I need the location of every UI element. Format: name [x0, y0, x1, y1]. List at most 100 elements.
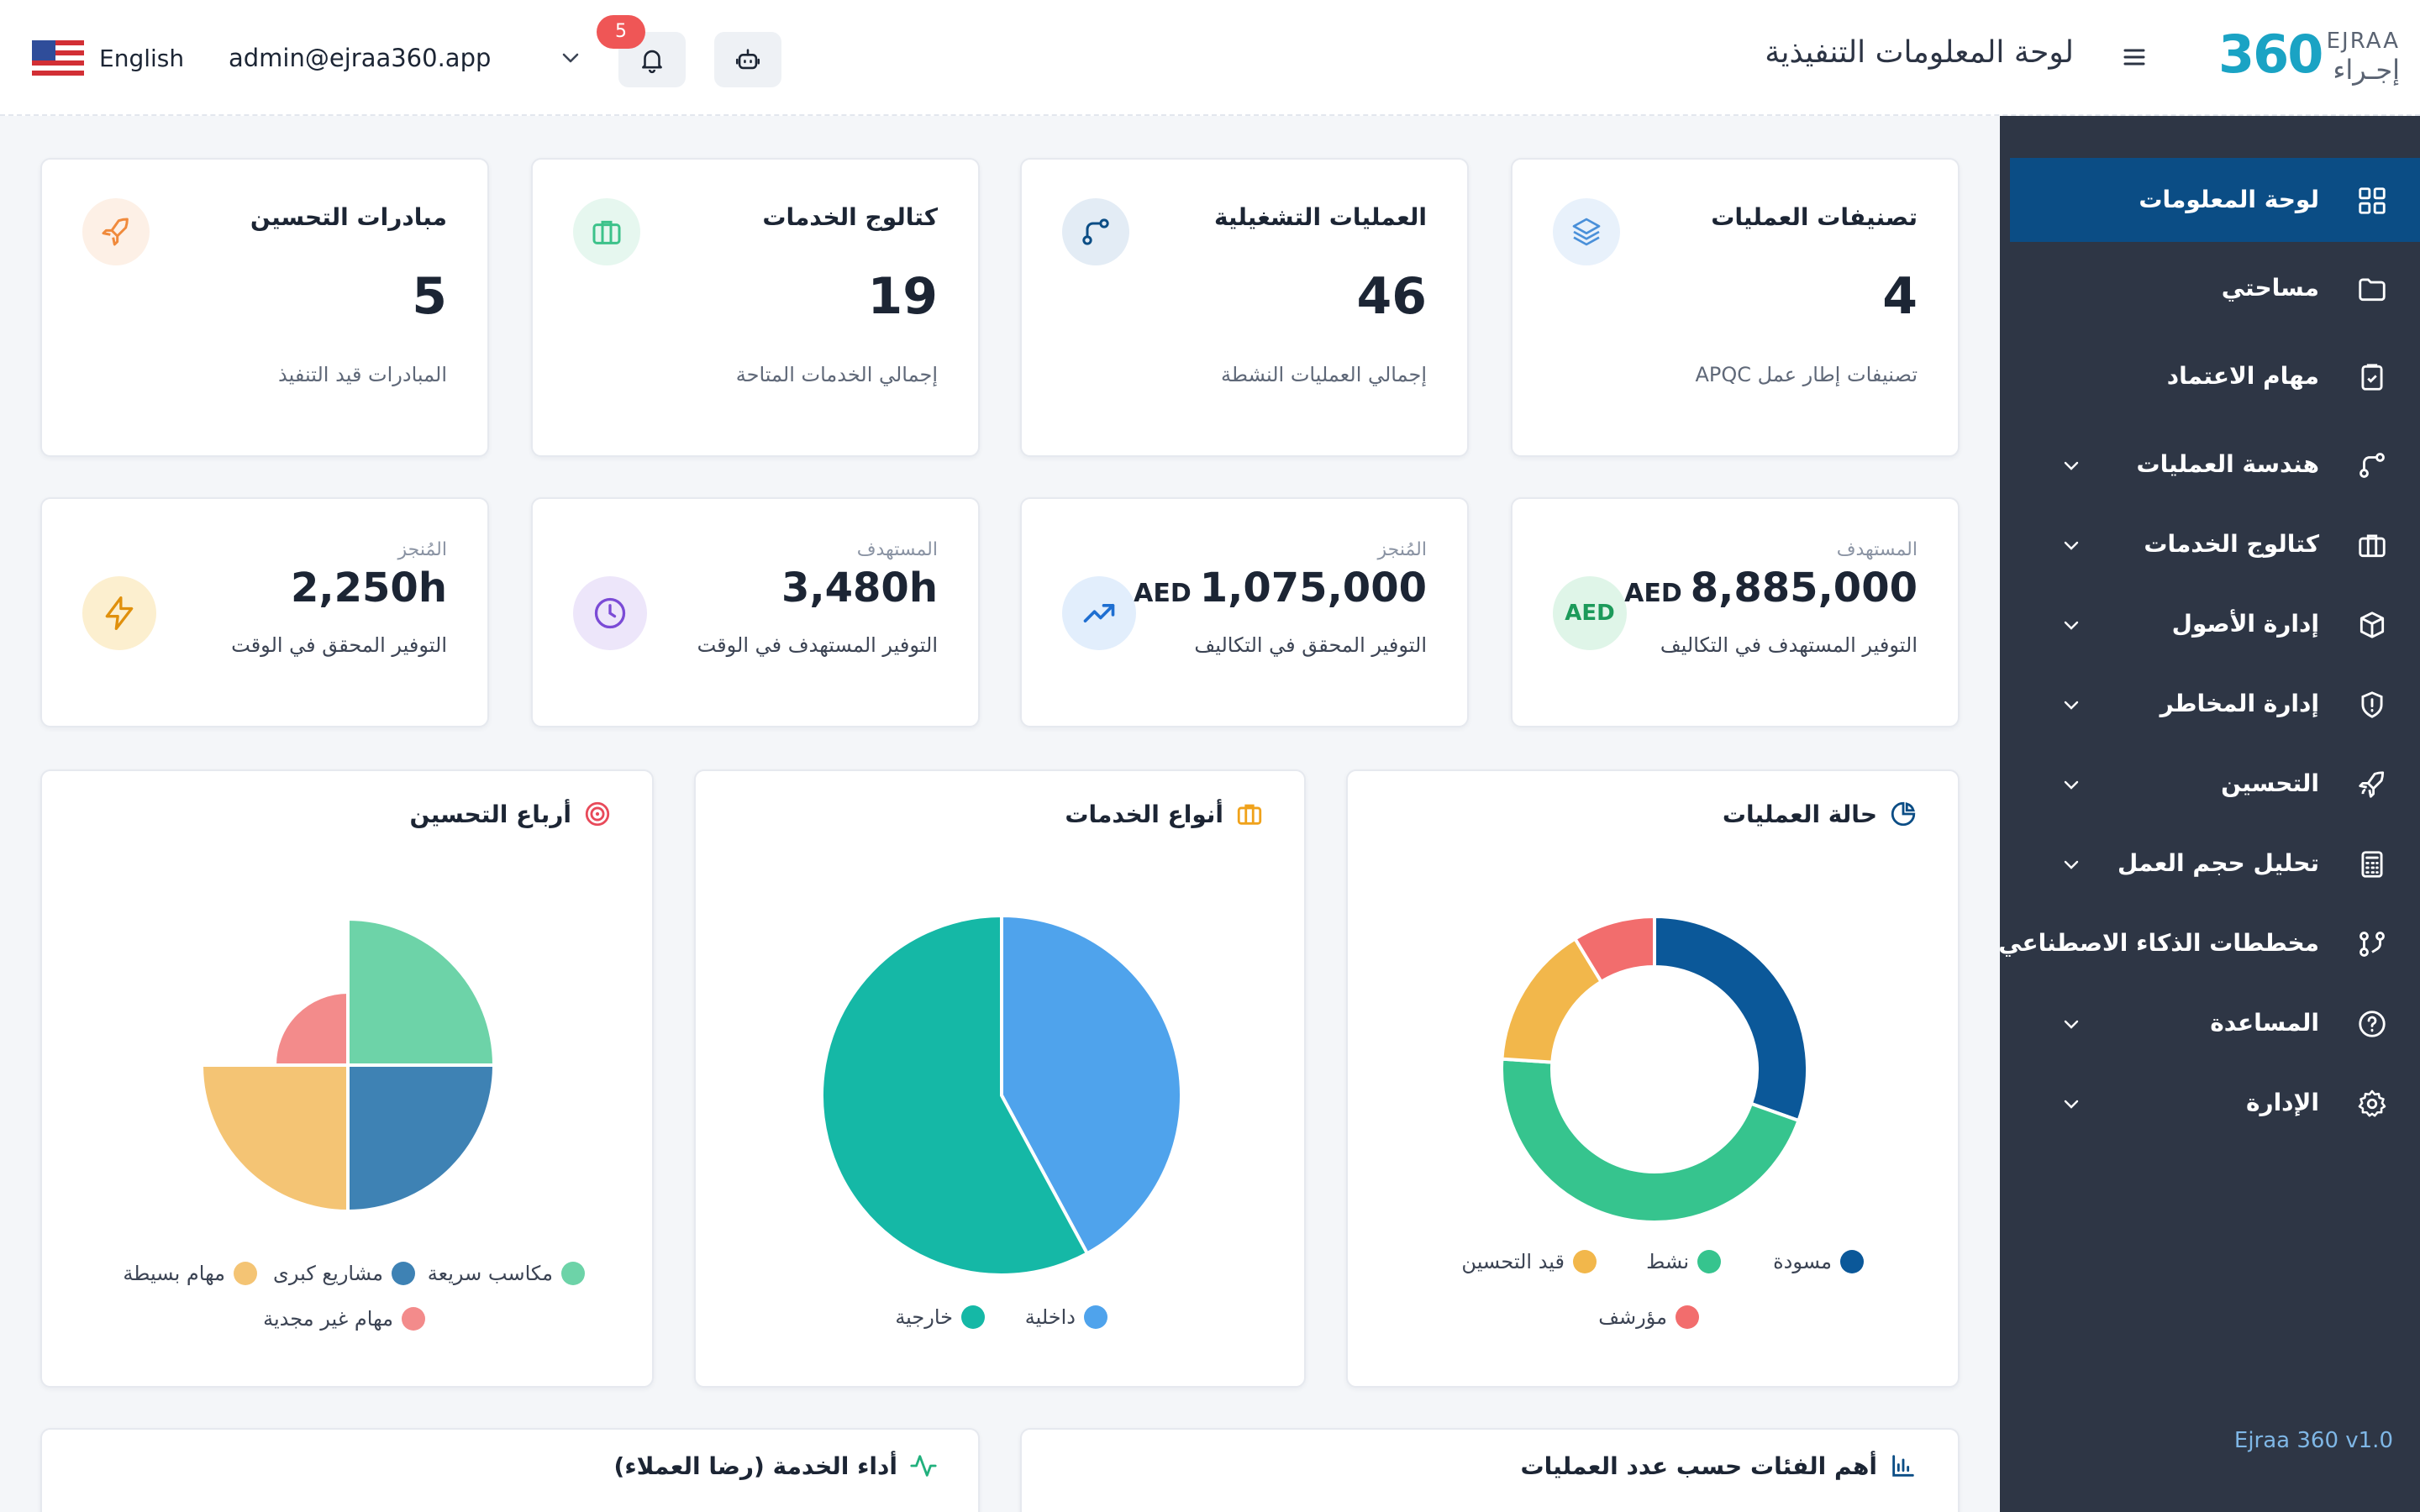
- legend-item-draft: مسودة: [1773, 1250, 1864, 1273]
- chart-header: أداء الخدمة (رضا العملاء): [614, 1452, 938, 1480]
- layers-icon: [1553, 198, 1620, 265]
- stat-card-value: 19: [867, 267, 939, 326]
- legend-label: قيد التحسين: [1461, 1250, 1565, 1273]
- metric-amount: 1,075,000: [1199, 564, 1427, 612]
- sidebar-item-label: هندسة العمليات: [2136, 450, 2319, 478]
- sidebar-item-risk-management[interactable]: إدارة المخاطر: [2010, 662, 2420, 746]
- chart-header: أرباع التحسين: [410, 800, 612, 828]
- sidebar-item-workload-analysis[interactable]: تحليل حجم العمل: [2010, 822, 2420, 906]
- metric-card-target-time-savings: المستهدف 3,480h التوفير المستهدف في الوق…: [531, 497, 980, 727]
- pie-slice-1[interactable]: [1500, 1057, 1802, 1224]
- stat-card-title: كتالوج الخدمات: [762, 203, 938, 231]
- metric-subtitle: التوفير المحقق في الوقت: [231, 633, 447, 657]
- sidebar-item-approval-tasks[interactable]: مهام الاعتماد: [2010, 334, 2420, 418]
- metric-card-target-cost-savings: المستهدف AED 8,885,000 التوفير المستهدف ف…: [1511, 497, 1960, 727]
- sidebar-item-process-engineering[interactable]: هندسة العمليات: [2010, 423, 2420, 507]
- stat-card-title: العمليات التشغيلية: [1213, 203, 1427, 231]
- chart-card-service-types: أنواع الخدمات داخلية خارجية: [694, 769, 1306, 1388]
- legend-item-quick-wins: مكاسب سريعة: [428, 1262, 585, 1285]
- hamburger-icon: [2118, 40, 2151, 74]
- chart-title: أرباع التحسين: [409, 800, 571, 828]
- briefcase-icon: [573, 198, 640, 265]
- clock-icon: [573, 576, 647, 650]
- stat-card-improvement-initiatives[interactable]: مبادرات التحسين 5 المبادرات قيد التنفيذ: [40, 158, 489, 457]
- sidebar-item-service-catalog[interactable]: كتالوج الخدمات: [2010, 502, 2420, 586]
- metric-amount: 3,480h: [781, 564, 938, 612]
- pie-slice-1[interactable]: [820, 913, 1090, 1277]
- sidebar-item-label: مخططات الذكاء الاصطناعي: [1998, 929, 2319, 957]
- chart-header: حالة العمليات: [1723, 800, 1918, 828]
- sidebar-item-improvement[interactable]: التحسين: [2010, 742, 2420, 826]
- legend-swatch: [1084, 1305, 1107, 1329]
- sidebar: لوحة المعلومات مساحتي مهام الاعتماد هندس…: [1998, 116, 2420, 1512]
- trend-up-icon: [1062, 576, 1136, 650]
- chevron-down-icon: [2060, 454, 2082, 476]
- sidebar-item-ai-diagrams[interactable]: مخططات الذكاء الاصطناعي: [1998, 901, 2420, 985]
- chevron-down-icon: [2060, 1013, 2082, 1035]
- ai-icon: [2356, 928, 2388, 960]
- legend-swatch: [1676, 1305, 1699, 1329]
- stat-card-subtitle: إجمالي الخدمات المتاحة: [735, 363, 938, 386]
- sidebar-item-label: إدارة الأصول: [2171, 610, 2319, 638]
- language-switcher[interactable]: English: [32, 37, 184, 79]
- sidebar-item-help[interactable]: المساعدة: [2010, 981, 2420, 1065]
- currency-icon-text: AED: [1565, 601, 1615, 626]
- shield-icon: [2356, 689, 2388, 721]
- page-title: لوحة المعلومات التنفيذية: [1765, 35, 2074, 70]
- user-menu[interactable]: admin@ejraa360.app: [229, 37, 581, 79]
- pie-slice-3[interactable]: [1572, 914, 1656, 984]
- sidebar-item-asset-management[interactable]: إدارة الأصول: [2010, 582, 2420, 666]
- process-status-donut-chart: [1500, 914, 1809, 1224]
- legend-item-external: خارجية: [895, 1305, 985, 1329]
- chevron-down-icon: [2060, 694, 2082, 716]
- metric-subtitle: التوفير المستهدف في التكاليف: [1660, 633, 1918, 657]
- metric-subtitle: التوفير المستهدف في الوقت: [697, 633, 938, 657]
- legend-label: مسودة: [1773, 1250, 1832, 1273]
- sidebar-item-my-space[interactable]: مساحتي: [2010, 246, 2420, 330]
- help-icon: [2356, 1008, 2388, 1040]
- sidebar-item-label: المساعدة: [2210, 1009, 2319, 1037]
- briefcase-icon: [1235, 800, 1264, 828]
- language-label: English: [99, 44, 185, 72]
- legend-swatch: [1573, 1250, 1597, 1273]
- ai-assistant-button[interactable]: [714, 32, 781, 87]
- polar-slice-2[interactable]: [199, 1063, 350, 1214]
- stat-card-subtitle: إجمالي العمليات النشطة: [1221, 363, 1427, 386]
- chart-card-top-categories: أهم الفئات حسب عدد العمليات: [1020, 1428, 1960, 1512]
- chevron-down-icon: [2060, 774, 2082, 795]
- sidebar-item-administration[interactable]: الإدارة: [2010, 1061, 2420, 1145]
- legend-swatch: [234, 1262, 257, 1285]
- rocket-icon: [2356, 769, 2388, 801]
- metric-amount: 8,885,000: [1690, 564, 1918, 612]
- stat-card-value: 46: [1356, 267, 1428, 326]
- target-icon: [583, 800, 612, 828]
- legend-item-under-improvement: قيد التحسين: [1461, 1250, 1597, 1273]
- legend-item-simple-tasks: مهام بسيطة: [123, 1262, 257, 1285]
- stat-card-value: 5: [412, 267, 447, 326]
- stat-card-process-categories[interactable]: تصنيفات العمليات 4 تصنيفات إطار عمل APQC: [1511, 158, 1960, 457]
- metric-card-achieved-time-savings: المُنجز 2,250h التوفير المحقق في الوقت: [40, 497, 489, 727]
- pie-slice-0[interactable]: [1653, 914, 1809, 1123]
- sidebar-item-label: كتالوج الخدمات: [2144, 530, 2319, 558]
- legend-swatch: [1697, 1250, 1721, 1273]
- stat-card-operational-processes[interactable]: العمليات التشغيلية 46 إجمالي العمليات ال…: [1020, 158, 1469, 457]
- sidebar-item-dashboard[interactable]: لوحة المعلومات: [2010, 158, 2420, 242]
- activity-icon: [909, 1452, 938, 1480]
- stat-card-title: مبادرات التحسين: [250, 203, 447, 231]
- pie-slice-0[interactable]: [1000, 913, 1183, 1256]
- polar-slice-0[interactable]: [346, 916, 497, 1067]
- metric-card-achieved-cost-savings: المُنجز AED 1,075,000 التوفير المحقق في ا…: [1020, 497, 1469, 727]
- stat-card-service-catalog[interactable]: كتالوج الخدمات 19 إجمالي الخدمات المتاحة: [531, 158, 980, 457]
- chart-title: أداء الخدمة (رضا العملاء): [613, 1452, 897, 1480]
- process-icon: [1062, 198, 1129, 265]
- polar-slice-3[interactable]: [272, 990, 350, 1067]
- metric-value: AED 1,075,000: [1134, 564, 1427, 612]
- pie-chart-icon: [1889, 800, 1918, 828]
- chart-title: حالة العمليات: [1722, 800, 1877, 828]
- metric-label: المستهدف: [1836, 539, 1918, 560]
- rocket-icon: [82, 198, 150, 265]
- app-version: Ejraa 360 v1.0: [2233, 1428, 2393, 1453]
- menu-toggle-button[interactable]: [2118, 40, 2151, 74]
- service-types-pie-chart: [820, 913, 1183, 1277]
- polar-slice-1[interactable]: [346, 1063, 497, 1214]
